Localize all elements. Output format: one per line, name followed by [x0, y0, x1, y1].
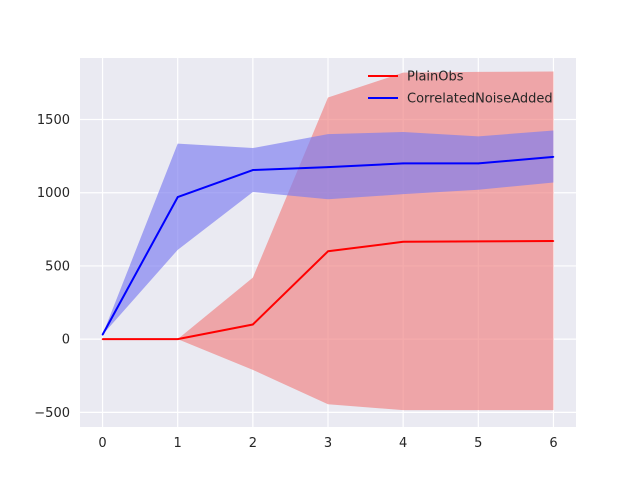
legend: PlainObs CorrelatedNoiseAdded	[368, 70, 553, 107]
x-tick-label: 2	[249, 436, 257, 451]
x-tick-label: 0	[98, 436, 106, 451]
y-tick-label: 1500	[37, 113, 70, 128]
data-point-CorrelatedNoiseAdded	[176, 196, 179, 198]
series-lines	[101, 155, 555, 341]
data-point-PlainObs	[101, 338, 104, 340]
y-tick-label: 0	[62, 333, 70, 348]
data-point-PlainObs	[327, 250, 329, 253]
x-tick-label: 6	[549, 436, 557, 451]
x-tick-label: 1	[174, 436, 182, 451]
legend-label-PlainObs: PlainObs	[407, 70, 464, 85]
data-point-CorrelatedNoiseAdded	[552, 156, 555, 158]
x-tick-label: 3	[324, 436, 332, 451]
x-tick-label: 4	[399, 436, 407, 451]
y-tick-label: 1000	[37, 186, 70, 201]
y-tick-label: −500	[34, 406, 70, 421]
x-axis-ticks: 0 1 2 3 4 5 6	[98, 436, 557, 451]
y-axis-ticks: −500 0 500 1000 1500	[34, 113, 70, 421]
data-point-CorrelatedNoiseAdded	[402, 162, 404, 165]
data-point-CorrelatedNoiseAdded	[327, 166, 329, 168]
legend-label-CorrelatedNoiseAdded: CorrelatedNoiseAdded	[407, 92, 553, 107]
data-point-PlainObs	[552, 240, 555, 242]
data-point-PlainObs	[252, 323, 254, 326]
data-point-CorrelatedNoiseAdded	[101, 333, 104, 336]
band-CorrelatedNoiseAdded	[102, 130, 554, 335]
confidence-bands	[102, 71, 554, 411]
data-point-CorrelatedNoiseAdded	[477, 162, 480, 165]
data-point-CorrelatedNoiseAdded	[252, 169, 254, 171]
data-point-PlainObs	[176, 338, 179, 340]
x-tick-label: 5	[474, 436, 482, 451]
y-tick-label: 500	[45, 259, 70, 274]
data-point-PlainObs	[477, 240, 480, 243]
data-point-PlainObs	[402, 240, 404, 243]
